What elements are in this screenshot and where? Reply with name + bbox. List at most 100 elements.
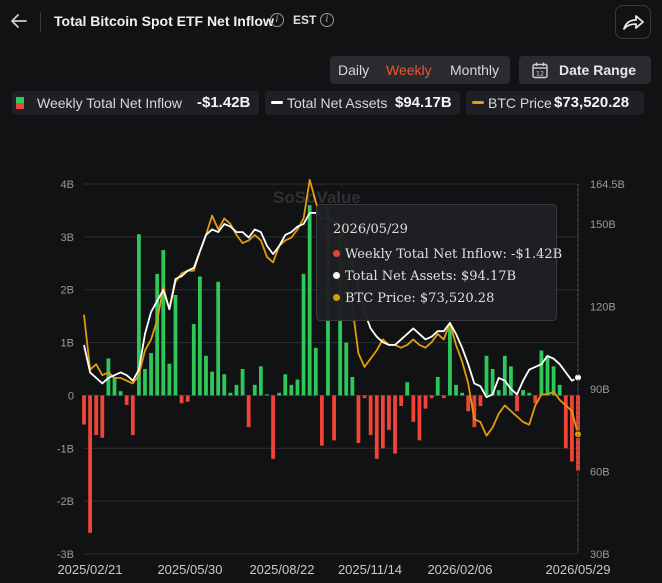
x-tick-label: 2026/02/06 [427,562,492,577]
inflow-bar [387,395,391,430]
inflow-bar [332,395,336,441]
inflow-bar [423,395,428,409]
inflow-bar [173,295,178,396]
timezone-label: EST [293,13,317,27]
inflow-bar [283,374,288,396]
date-range-label: Date Range [559,62,637,78]
timezone-info-icon[interactable]: i [320,13,334,27]
legend-label: BTC Price [488,95,552,111]
inflow-bar [478,395,483,406]
tooltip-assets-text: Total Net Assets: $94.17B [345,269,517,284]
calendar-icon: 12 [532,62,548,79]
right-tick-label: 150B [590,219,616,231]
inflow-bar [509,366,513,396]
inflow-bar [118,391,123,396]
period-weekly-button[interactable]: Weekly [386,62,432,78]
left-tick-label: 4B [61,179,74,191]
inflow-bar [88,395,92,533]
inflow-bar [502,355,507,396]
share-icon [623,15,644,30]
period-monthly-button[interactable]: Monthly [450,62,500,78]
inflow-bar [204,355,208,396]
legend-item-assets[interactable]: Total Net Assets $94.17B [265,91,460,115]
inflow-bar [557,384,562,396]
legend-value: $73,520.28 [554,94,630,111]
tooltip-assets: Total Net Assets: $94.17B [333,269,516,284]
inflow-bar [289,384,294,396]
assets-swatch-icon [271,101,283,104]
inflow-bar [130,395,135,436]
tooltip-price-text: BTC Price: $73,520.28 [345,291,495,306]
inflow-bar [155,273,160,396]
tooltip-inflow: Weekly Total Net Inflow: -$1.42B [333,247,562,262]
inflow-bar [222,374,227,396]
inflow-bar [515,395,519,412]
right-tick-label: 90B [590,384,610,396]
period-daily-button[interactable]: Daily [338,62,370,78]
inflow-bar [466,395,471,412]
inflow-bar [252,384,257,396]
header-divider [40,12,41,32]
x-tick-label: 2025/08/22 [249,562,314,577]
legend-value: $94.17B [395,94,452,111]
inflow-bar [246,395,251,428]
x-tick-label: 2025/11/14 [338,562,402,577]
inflow-bar [112,376,117,396]
inflow-bar [570,395,574,462]
inflow-bar [143,369,147,396]
inflow-bar [545,355,550,396]
left-tick-label: 0 [68,390,74,402]
inflow-bar [210,371,214,396]
inflow-bar [234,384,239,396]
x-tick-label: 2026/05/29 [545,562,610,577]
legend-label: Weekly Total Net Inflow [37,95,182,111]
inflow-bar [539,350,544,396]
inflow-bars [82,205,580,533]
legend-item-price[interactable]: BTC Price $73,520.28 [466,91,644,115]
inflow-bar [124,395,129,405]
inflow-bar [521,390,526,396]
legend-item-inflow[interactable]: Weekly Total Net Inflow -$1.42B [12,91,259,115]
inflow-bar [295,379,300,396]
left-tick-label: 3B [61,232,74,244]
inflow-bar [551,366,556,396]
inflow-bar [149,353,153,396]
inflow-swatch-icon [16,97,24,109]
inflow-bar [429,395,434,399]
tooltip-date: 2026/05/29 [333,222,408,237]
inflow-bar [197,276,202,396]
inflow-bar [374,395,379,459]
inflow-chart[interactable]: 4B 3B 2B 1B 0 -1B -2B -3B 164.5B 150B 120B 90B 60B 30… [0,170,662,583]
inflow-bar [265,394,269,396]
inflow-bar [161,250,166,396]
info-icon[interactable]: i [270,13,284,27]
x-tick-label: 2025/05/30 [157,562,222,577]
inflow-bar [94,395,99,436]
tooltip-price: BTC Price: $73,520.28 [333,291,494,306]
inflow-bar [307,205,312,396]
left-tick-label: 1B [61,338,74,350]
inflow-bar [399,395,404,406]
inflow-bar [484,355,489,396]
inflow-bar [380,395,385,449]
right-tick-label: 60B [590,466,610,478]
x-tick-label: 2025/02/21 [57,562,122,577]
inflow-bar [191,324,196,396]
inflow-bar [136,234,141,396]
svg-text:12: 12 [536,70,544,78]
inflow-bar [277,392,282,396]
inflow-bar [448,326,452,396]
page-title: Total Bitcoin Spot ETF Net Inflow [54,13,274,29]
inflow-bar [362,395,367,399]
inflow-bar [271,395,275,459]
left-tick-label: -3B [57,549,74,561]
date-range-button[interactable]: 12 Date Range [519,56,651,84]
right-tick-label: 120B [590,301,616,313]
inflow-bar [435,376,440,396]
inflow-bar [356,395,361,443]
chart-tooltip: 2026/05/29 Weekly Total Net Inflow: -$1.… [316,204,562,321]
back-arrow-icon[interactable] [10,11,28,31]
inflow-bar [301,273,306,396]
share-button[interactable] [615,5,651,39]
inflow-bar [185,395,190,402]
